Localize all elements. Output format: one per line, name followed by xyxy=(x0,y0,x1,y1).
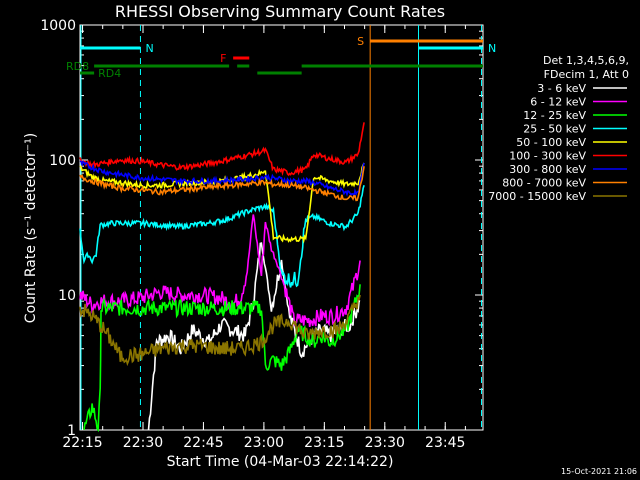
legend-entry-label: 50 - 100 keV xyxy=(516,136,586,149)
legend-header: FDecim 1, Att 0 xyxy=(544,68,629,81)
x-axis-label: Start Time (04-Mar-03 22:14:22) xyxy=(167,454,394,470)
axis-ticks: 1 10 100 1000 22:15 22:30 22:45 23:00 23:15 23:30… xyxy=(40,18,483,451)
y-tick-label: 1000 xyxy=(40,18,76,34)
legend-entry-label: 100 - 300 keV xyxy=(509,150,586,163)
legend-entry-label: 7000 - 15000 keV xyxy=(488,190,586,203)
x-tick-label: 22:15 xyxy=(62,435,102,451)
x-tick-label: 23:00 xyxy=(244,435,284,451)
legend-entry-label: 3 - 6 keV xyxy=(537,82,586,95)
legend-header: Det 1,3,4,5,6,9, xyxy=(543,54,629,67)
status-bar-label: S xyxy=(357,35,364,48)
series-line xyxy=(79,214,361,328)
series-lines xyxy=(79,122,365,433)
series-line xyxy=(83,284,361,433)
status-bar-label: RD4 xyxy=(98,67,121,80)
status-bar-label: N xyxy=(145,42,153,55)
series-line xyxy=(79,185,365,288)
x-tick-label: 23:15 xyxy=(304,435,344,451)
x-tick-label: 23:45 xyxy=(425,435,465,451)
status-bar-label: N xyxy=(488,42,496,55)
status-bar-label: RD8 xyxy=(66,60,89,73)
x-tick-label: 22:45 xyxy=(183,435,223,451)
legend: Det 1,3,4,5,6,9,FDecim 1, Att 03 - 6 keV… xyxy=(488,54,629,203)
y-axis-label: Count Rate (s⁻¹ detector⁻¹) xyxy=(23,133,39,323)
x-tick-label: 22:30 xyxy=(123,435,163,451)
chart-title: RHESSI Observing Summary Count Rates xyxy=(115,2,445,21)
y-tick-label: 10 xyxy=(58,288,76,304)
plot-frame xyxy=(79,24,484,431)
vertical-markers xyxy=(80,25,482,430)
y-tick-label: 1 xyxy=(67,423,76,439)
legend-entry-label: 300 - 800 keV xyxy=(509,163,586,176)
y-tick-label: 100 xyxy=(49,153,76,169)
status-bar-label: F xyxy=(220,52,226,65)
status-bars: N N S F RD8 RD4 xyxy=(66,35,496,80)
x-tick-label: 23:30 xyxy=(365,435,405,451)
legend-entry-label: 6 - 12 keV xyxy=(530,96,586,109)
legend-entry-label: 800 - 7000 keV xyxy=(502,177,586,190)
series-line xyxy=(79,294,361,367)
series-line xyxy=(79,122,365,177)
series-line xyxy=(79,166,365,202)
timestamp: 15-Oct-2021 21:06 xyxy=(561,467,637,476)
legend-entry-label: 25 - 50 keV xyxy=(523,123,586,136)
legend-entry-label: 12 - 25 keV xyxy=(523,109,586,122)
series-line xyxy=(79,160,365,199)
